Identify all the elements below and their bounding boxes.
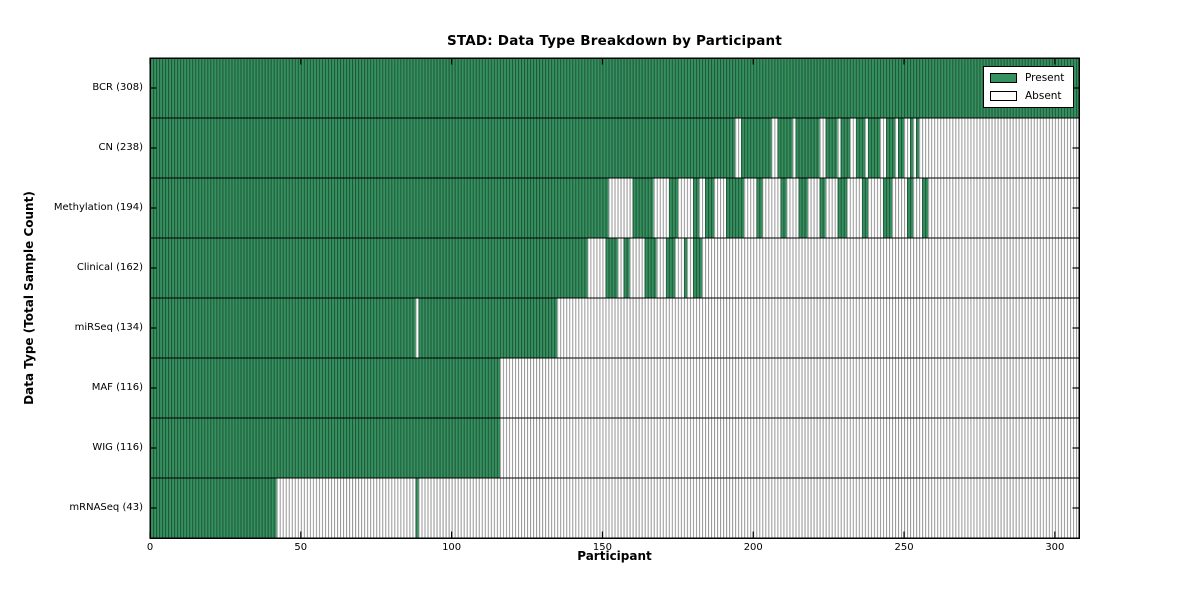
x-tick-label-100: 100 bbox=[442, 542, 462, 553]
x-axis-title: Participant bbox=[577, 549, 652, 563]
legend-entry-absent: Absent bbox=[990, 90, 1064, 102]
y-tick-label-Clinical: Clinical (162) bbox=[76, 262, 143, 273]
x-tick-label-300: 300 bbox=[1045, 542, 1065, 553]
y-tick-label-BCR: BCR (308) bbox=[92, 82, 143, 93]
y-tick-label-WIG: WIG (116) bbox=[92, 442, 143, 453]
legend-swatch-icon bbox=[990, 73, 1017, 83]
x-tick-label-150: 150 bbox=[592, 542, 612, 553]
x-tick-label-200: 200 bbox=[743, 542, 763, 553]
x-tick-label-250: 250 bbox=[894, 542, 914, 553]
legend-swatch-icon bbox=[990, 91, 1017, 101]
x-tick-label-50: 50 bbox=[294, 542, 308, 553]
chart-title: STAD: Data Type Breakdown by Participant bbox=[446, 33, 783, 49]
y-tick-label-CN: CN (238) bbox=[98, 142, 143, 153]
legend: Present Absent bbox=[983, 66, 1075, 108]
x-tick-label-0: 0 bbox=[146, 542, 154, 553]
y-tick-label-Methylation: Methylation (194) bbox=[53, 202, 143, 213]
y-tick-label-MAF: MAF (116) bbox=[91, 382, 143, 393]
y-axis-title: Data Type (Total Sample Count) bbox=[22, 191, 36, 405]
y-tick-label-mRNASeq: mRNASeq (43) bbox=[69, 502, 143, 513]
legend-label: Present bbox=[1025, 72, 1065, 84]
legend-label: Absent bbox=[1025, 90, 1062, 102]
y-tick-label-miRSeq: miRSeq (134) bbox=[74, 322, 143, 333]
legend-entry-present: Present bbox=[990, 72, 1064, 84]
